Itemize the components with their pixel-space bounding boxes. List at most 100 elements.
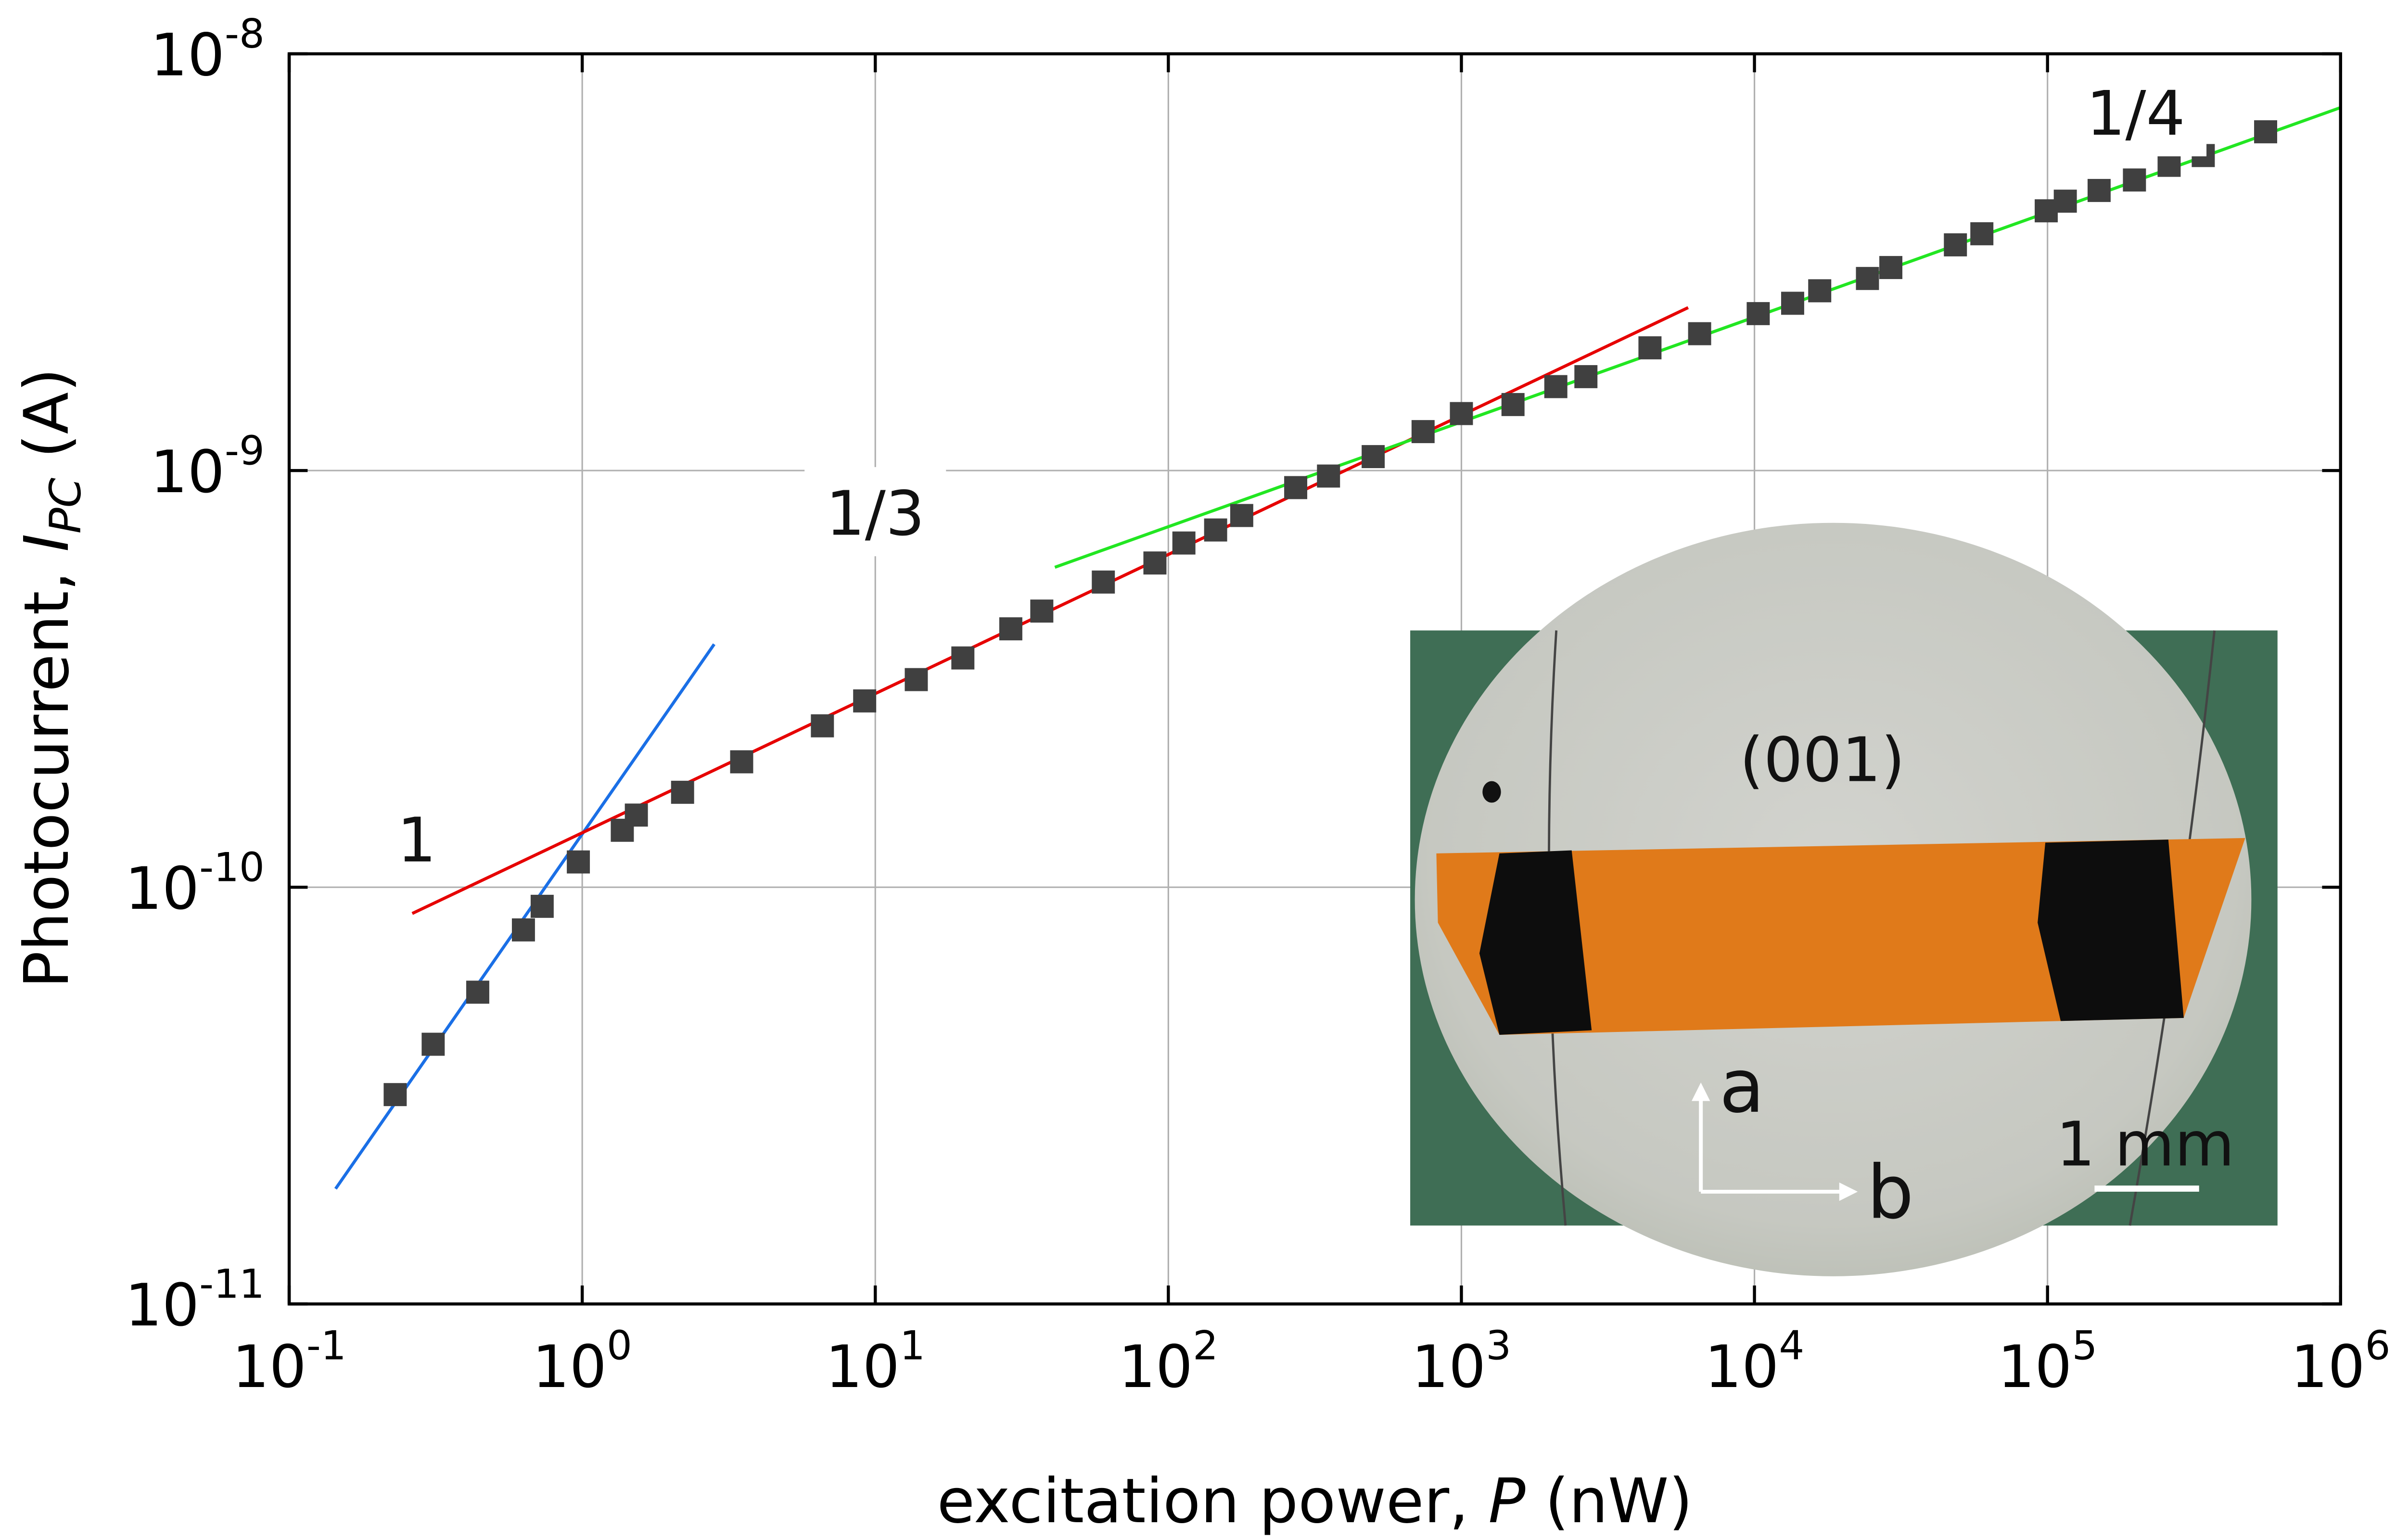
x-tick-label: 10-1	[232, 1322, 346, 1401]
tick-base: 10	[151, 438, 225, 506]
y-axis-label: Photocurrent, IPC (A)	[11, 368, 91, 988]
tick-base: 10	[125, 1271, 200, 1339]
data-point	[1204, 518, 1227, 542]
data-point	[1030, 599, 1054, 623]
slope-labels: 1 1/3 1/4	[382, 67, 2207, 883]
data-point	[1808, 279, 1832, 303]
tick-exponent: 6	[2365, 1322, 2391, 1369]
data-point	[2123, 168, 2146, 192]
slope-label-background	[382, 793, 451, 883]
data-point	[1172, 531, 1196, 555]
inset-photo: (001) a b 1 mm	[1410, 522, 2278, 1276]
tick-exponent: -8	[225, 11, 265, 57]
x-axis-label: excitation power, P (nW)	[937, 1465, 1693, 1537]
tick-base: 10	[1705, 1333, 1779, 1401]
tick-exponent: -10	[199, 844, 265, 891]
data-point	[383, 1083, 407, 1107]
slope-label-background	[804, 467, 946, 557]
electrode-right	[2038, 840, 2184, 1021]
axis-b-label: b	[1867, 1150, 1913, 1235]
tick-exponent: -1	[306, 1322, 346, 1369]
y-tick-label: 10-8	[151, 11, 265, 89]
data-point	[1143, 551, 1167, 575]
data-point	[671, 780, 694, 804]
y-tick-label: 10-10	[125, 844, 265, 923]
data-point	[1450, 402, 1473, 425]
arrowhead-icon	[1691, 1082, 1710, 1101]
x-tick-label: 106	[2291, 1322, 2390, 1401]
data-point	[1879, 256, 1903, 280]
data-point	[1501, 393, 1525, 416]
electrode-left	[1479, 850, 1592, 1035]
axis-a-label: a	[1720, 1044, 1765, 1130]
data-point	[2087, 178, 2111, 202]
data-point	[1574, 365, 1598, 388]
slope-label: 1/3	[826, 478, 925, 549]
data-point	[1092, 570, 1115, 594]
data-point	[1970, 222, 1994, 245]
data-point	[1230, 504, 1253, 527]
data-point	[1362, 445, 1385, 469]
tick-exponent: 2	[1193, 1322, 1218, 1369]
data-point	[951, 646, 975, 670]
y-tick-label: 10-9	[151, 427, 265, 506]
tick-exponent: 1	[900, 1322, 925, 1369]
tick-exponent: -9	[225, 427, 265, 474]
data-point	[1544, 375, 1568, 398]
x-tick-label: 104	[1705, 1322, 1804, 1401]
x-tick-label: 101	[826, 1322, 925, 1401]
data-point	[811, 714, 834, 738]
tick-exponent: -11	[199, 1261, 265, 1308]
tick-exponent: 0	[607, 1322, 632, 1369]
plot-frame	[287, 52, 2342, 1306]
x-tick-label: 100	[532, 1322, 632, 1401]
tick-base: 10	[1412, 1333, 1486, 1401]
data-point	[1856, 267, 1879, 290]
data-point	[421, 1032, 445, 1056]
tick-base: 10	[1119, 1333, 1193, 1401]
data-point	[1284, 476, 1308, 499]
data-point	[1411, 420, 1435, 444]
slope-label: 1	[397, 804, 436, 876]
data-point	[730, 750, 753, 774]
tick-base: 10	[1998, 1333, 2072, 1401]
data-point	[2254, 120, 2277, 143]
data-point	[2053, 190, 2077, 213]
data-point	[567, 850, 590, 874]
tick-exponent: 4	[1779, 1322, 1804, 1369]
tick-exponent: 3	[1486, 1322, 1511, 1369]
x-tick-label: 102	[1119, 1322, 1218, 1401]
x-tick-label: 103	[1412, 1322, 1511, 1401]
tick-base: 10	[2291, 1333, 2365, 1401]
arrowhead-icon	[1839, 1182, 1858, 1201]
scale-bar-label: 1 mm	[2056, 1109, 2234, 1181]
data-point	[530, 894, 554, 918]
orientation-label: (001)	[1740, 725, 1905, 796]
data-point	[1688, 322, 1711, 345]
data-point	[2157, 153, 2181, 177]
tick-base: 10	[125, 854, 200, 923]
spot	[1482, 781, 1501, 803]
tick-base: 10	[232, 1333, 306, 1401]
slope-label-background	[2065, 67, 2207, 156]
tick-base: 10	[532, 1333, 607, 1401]
axis-ticks: 10-1 100 101 102 103 104 105 10610-1110-1010-91…	[125, 11, 2391, 1401]
data-point	[1944, 233, 1967, 256]
data-point	[511, 918, 535, 942]
x-tick-label: 105	[1998, 1322, 2097, 1401]
slope-label: 1/4	[2086, 78, 2185, 150]
data-point	[1638, 336, 1662, 359]
tick-base: 10	[826, 1333, 900, 1401]
tick-exponent: 5	[2072, 1322, 2098, 1369]
y-tick-label: 10-11	[125, 1261, 265, 1340]
data-point	[1781, 292, 1804, 315]
tick-base: 10	[151, 21, 225, 89]
data-point	[905, 668, 928, 691]
data-point	[624, 803, 648, 827]
data-points	[383, 120, 2277, 1107]
fit-line	[334, 643, 716, 1190]
data-point	[999, 617, 1022, 641]
data-point	[853, 689, 877, 713]
data-point	[466, 980, 489, 1004]
